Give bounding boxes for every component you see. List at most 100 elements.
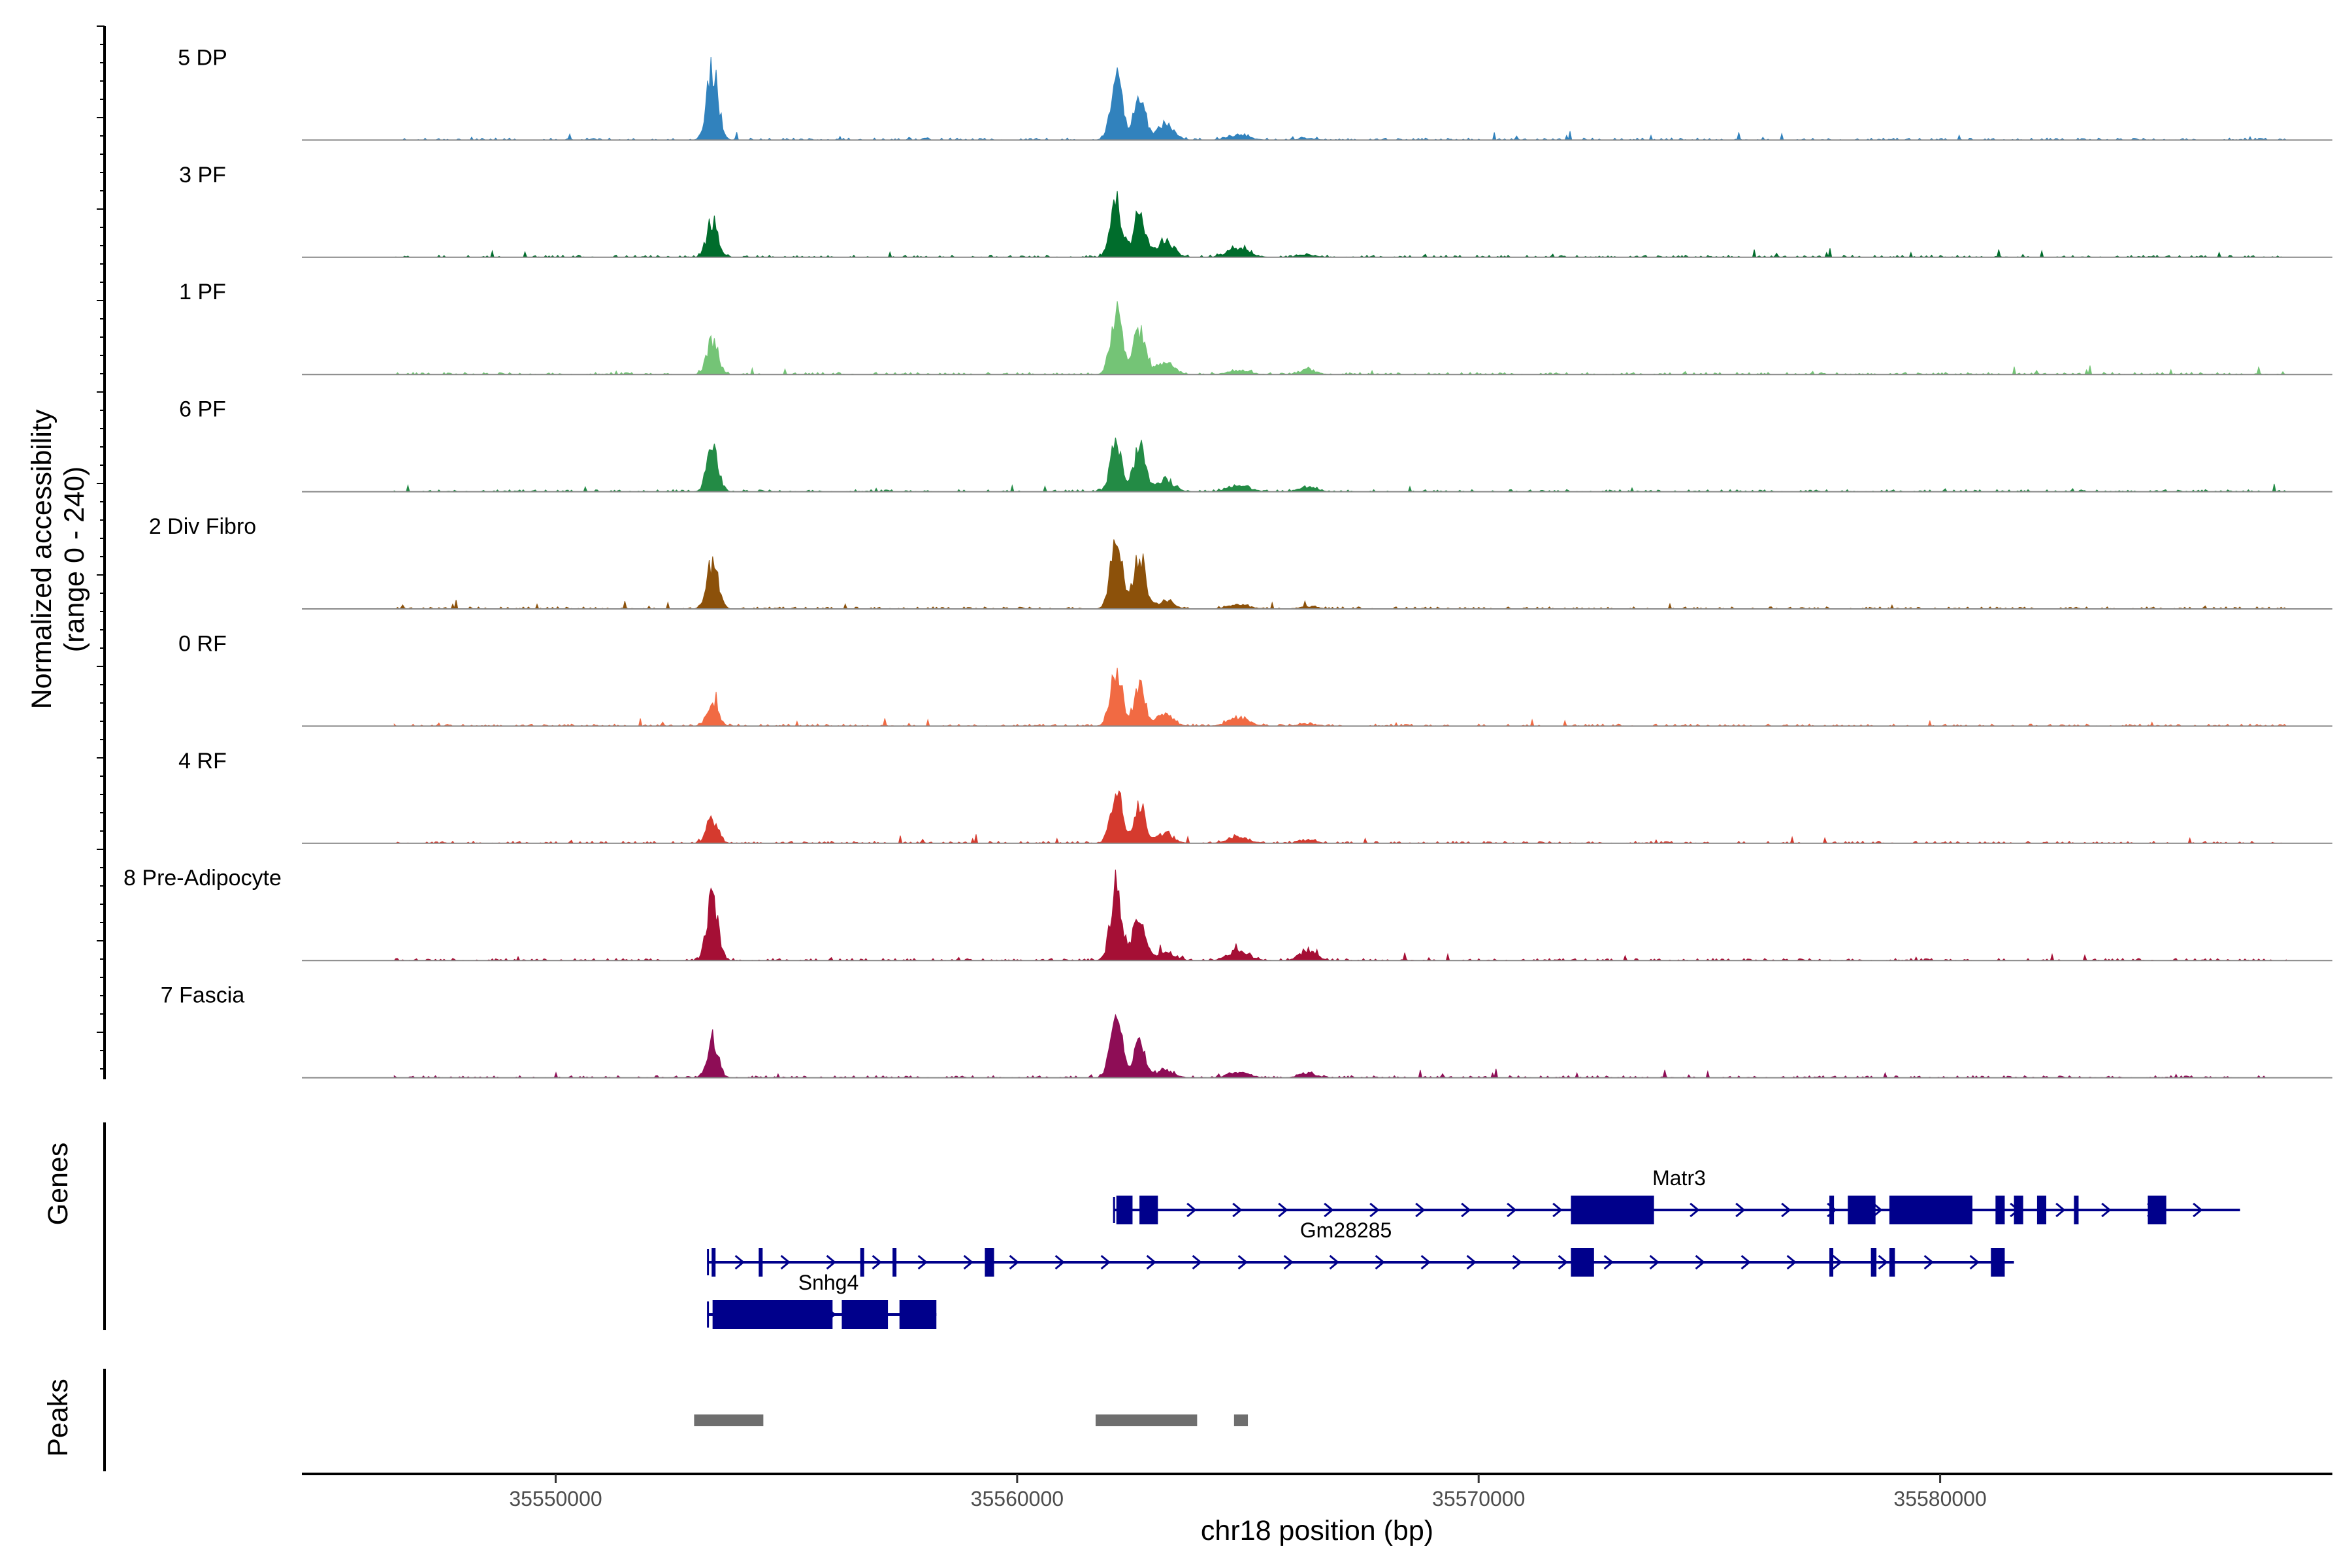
x-tick-label: 35560000 bbox=[971, 1487, 1064, 1511]
coverage-area bbox=[394, 56, 2287, 141]
x-tick-label: 35580000 bbox=[1893, 1487, 1986, 1511]
gene-track: Matr3 Gm28285 Snhg4 bbox=[103, 1122, 2240, 1330]
peak-track bbox=[103, 1369, 1249, 1471]
x-tick-label: 35550000 bbox=[509, 1487, 602, 1511]
gene-exon bbox=[899, 1300, 937, 1329]
y-axis-range-label: (range 0 - 240) bbox=[59, 466, 90, 652]
strand-arrow bbox=[1558, 1254, 1568, 1270]
genes-label: Genes bbox=[42, 1143, 74, 1226]
coverage-area bbox=[394, 790, 2287, 844]
strand-arrow bbox=[917, 1254, 928, 1270]
coverage-area bbox=[394, 539, 2287, 610]
gene-exon bbox=[1829, 1248, 1834, 1277]
strand-arrow bbox=[734, 1254, 745, 1270]
strand-arrow bbox=[1969, 1254, 1980, 1270]
gene-exon bbox=[1848, 1196, 1876, 1224]
gene-exon bbox=[985, 1248, 994, 1277]
strand-arrow bbox=[2101, 1202, 2112, 1218]
strand-arrow bbox=[1237, 1254, 1248, 1270]
y-axis-label: Normalized accessibility bbox=[26, 409, 57, 709]
strand-arrow bbox=[1740, 1254, 1751, 1270]
peaks-label: Peaks bbox=[42, 1379, 74, 1457]
strand-arrow bbox=[1278, 1202, 1288, 1218]
strand-arrow bbox=[1832, 1254, 1842, 1270]
coverage-area bbox=[394, 301, 2287, 375]
gene-exon bbox=[2014, 1196, 2023, 1224]
peak-region bbox=[1095, 1414, 1198, 1426]
gene-label: Snhg4 bbox=[798, 1271, 859, 1294]
strand-arrow bbox=[1054, 1254, 1065, 1270]
gene-exon bbox=[860, 1248, 864, 1277]
peak-region bbox=[694, 1414, 764, 1426]
strand-arrow bbox=[1552, 1202, 1563, 1218]
gene-exon bbox=[1995, 1196, 2005, 1224]
strand-arrow bbox=[1507, 1202, 1517, 1218]
track-label: 3 PF bbox=[179, 163, 226, 188]
strand-arrow bbox=[780, 1254, 791, 1270]
strand-arrow bbox=[1781, 1202, 1791, 1218]
gene-exon bbox=[1571, 1196, 1654, 1224]
gene-label: Gm28285 bbox=[1300, 1218, 1392, 1242]
strand-arrow bbox=[2055, 1202, 2066, 1218]
gene-label: Matr3 bbox=[1652, 1166, 1706, 1190]
strand-arrow bbox=[1512, 1254, 1522, 1270]
strand-arrow bbox=[1415, 1202, 1426, 1218]
track-label: 8 Pre-Adipocyte bbox=[123, 866, 282, 890]
coverage-area bbox=[394, 191, 2287, 258]
gene-exon bbox=[1829, 1196, 1835, 1224]
strand-arrow bbox=[1786, 1254, 1797, 1270]
gene-exon bbox=[1116, 1196, 1133, 1224]
strand-arrow bbox=[1735, 1202, 1746, 1218]
strand-arrow bbox=[1329, 1254, 1339, 1270]
coverage-tracks: 5 DP 3 PF 1 PF 6 PF 2 Div Fibro 0 RF 4 RF 8 Pre… bbox=[97, 25, 2332, 1079]
peak-region bbox=[1233, 1414, 1249, 1426]
strand-arrow bbox=[1186, 1202, 1197, 1218]
gene-exon bbox=[841, 1300, 889, 1329]
gene-exon bbox=[1139, 1196, 1158, 1224]
coverage-area bbox=[393, 1013, 2287, 1079]
coverage-area bbox=[393, 668, 2287, 727]
gene-exon bbox=[2074, 1196, 2079, 1224]
strand-arrow bbox=[1324, 1202, 1334, 1218]
strand-arrow bbox=[1009, 1254, 1019, 1270]
x-axis-label: chr18 position (bp) bbox=[1201, 1515, 1433, 1546]
strand-arrow bbox=[1283, 1254, 1294, 1270]
coverage-area bbox=[393, 870, 2287, 961]
gene-exon bbox=[1889, 1248, 1895, 1277]
track-label: 5 DP bbox=[178, 45, 227, 70]
strand-arrow bbox=[1878, 1254, 1888, 1270]
strand-arrow bbox=[963, 1254, 973, 1270]
gene-exon bbox=[1991, 1248, 2005, 1277]
strand-arrow bbox=[1369, 1202, 1380, 1218]
track-label: 0 RF bbox=[178, 631, 227, 656]
x-axis: 35550000 35560000 35570000 35580000 bbox=[302, 1473, 2332, 1511]
strand-arrow bbox=[2193, 1202, 2203, 1218]
strand-arrow bbox=[1695, 1254, 1705, 1270]
strand-arrow bbox=[1603, 1254, 1614, 1270]
strand-arrow bbox=[1146, 1254, 1156, 1270]
x-tick-label: 35570000 bbox=[1432, 1487, 1525, 1511]
strand-arrow bbox=[1923, 1254, 1934, 1270]
strand-arrow bbox=[1461, 1202, 1471, 1218]
strand-arrow bbox=[1232, 1202, 1243, 1218]
strand-arrow bbox=[826, 1254, 836, 1270]
strand-arrow bbox=[1872, 1202, 1883, 1218]
gene-exon bbox=[712, 1300, 833, 1329]
strand-arrow bbox=[1420, 1254, 1431, 1270]
gene-exon bbox=[711, 1248, 716, 1277]
track-label: 7 Fascia bbox=[161, 983, 245, 1008]
gene-exon bbox=[2036, 1196, 2047, 1224]
track-label: 2 Div Fibro bbox=[149, 514, 256, 539]
strand-arrow bbox=[872, 1254, 882, 1270]
strand-arrow bbox=[1690, 1202, 1700, 1218]
track-label: 4 RF bbox=[178, 749, 227, 774]
strand-arrow bbox=[1466, 1254, 1477, 1270]
strand-arrow bbox=[1375, 1254, 1385, 1270]
gene-exon bbox=[892, 1248, 897, 1277]
gene-exon bbox=[1571, 1248, 1594, 1277]
strand-arrow bbox=[1649, 1254, 1659, 1270]
track-label: 6 PF bbox=[179, 397, 226, 422]
gene-exon bbox=[759, 1248, 763, 1277]
